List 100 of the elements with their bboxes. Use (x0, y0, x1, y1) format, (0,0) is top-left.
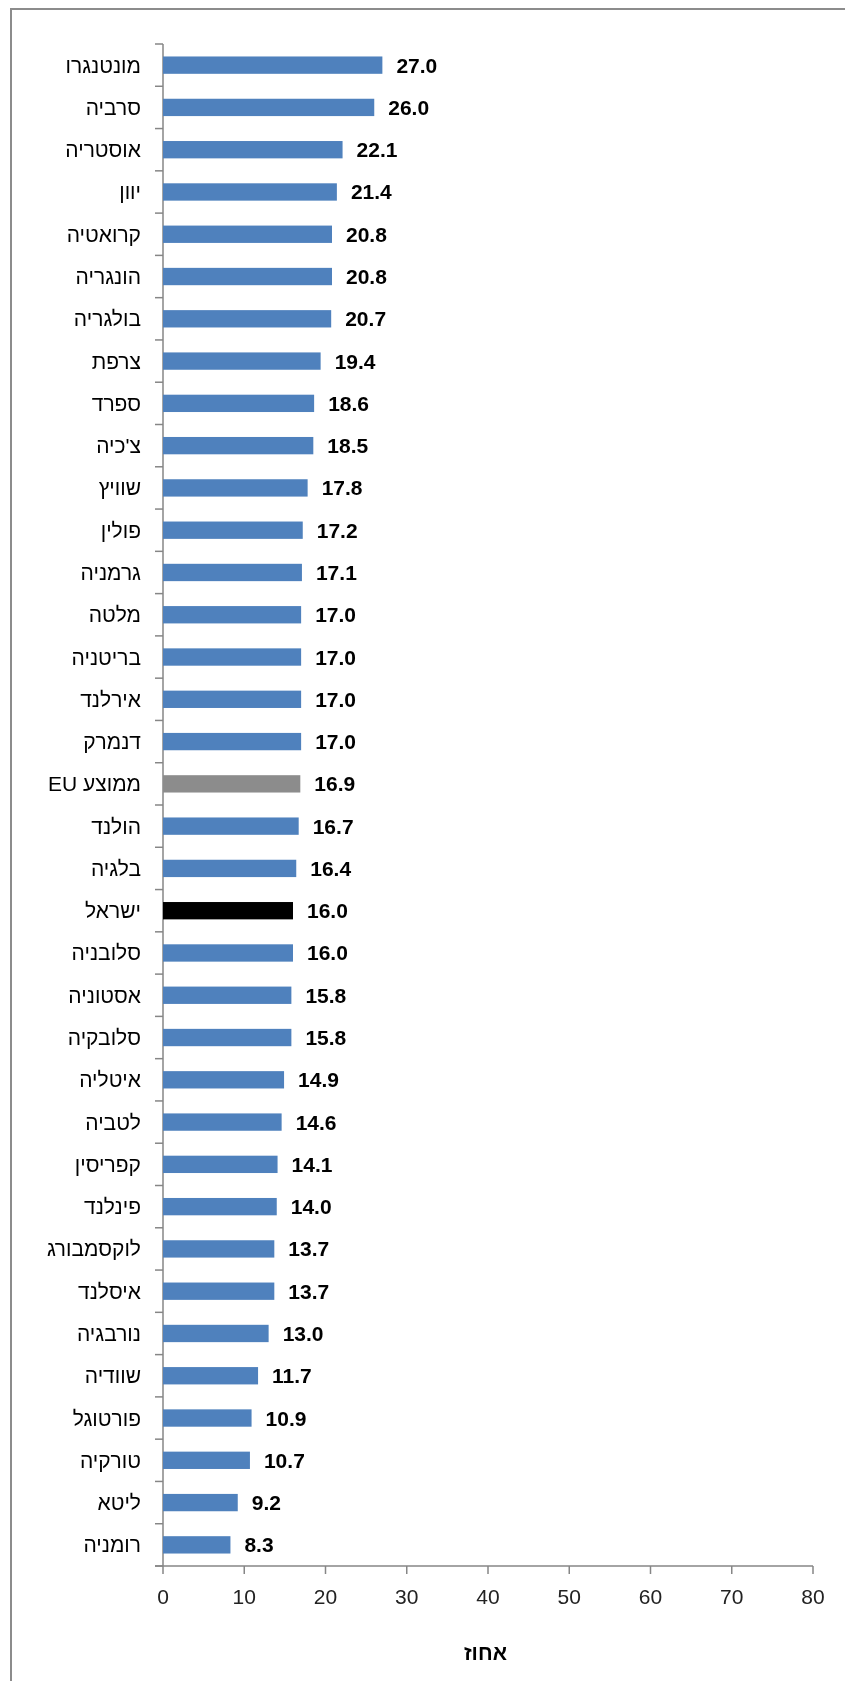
y-tick-label: פינלנד (84, 1195, 141, 1219)
x-tick-label: 60 (638, 1585, 663, 1608)
y-tick-label: בולגריה (73, 307, 141, 331)
data-label: 10.9 (265, 1406, 307, 1430)
bar (163, 141, 343, 159)
y-tick-label: הולנד (91, 814, 141, 838)
y-tick-label: נורבגיה (76, 1321, 141, 1345)
bar (163, 310, 332, 328)
x-tick-label: 20 (313, 1585, 338, 1608)
bar (163, 648, 302, 666)
data-label: 9.2 (251, 1491, 281, 1515)
bar (163, 1155, 278, 1174)
data-label: 17.0 (315, 687, 356, 711)
data-label: 11.7 (272, 1364, 312, 1388)
data-label: 19.4 (334, 349, 376, 373)
data-label: 20.7 (345, 307, 387, 331)
y-tick-label: פולין (100, 518, 141, 542)
data-label: 16.0 (307, 899, 348, 923)
x-tick-label: 30 (395, 1585, 419, 1608)
y-tick-label: ישראל (85, 899, 141, 923)
data-label: 13.0 (282, 1321, 324, 1345)
y-tick-label: סרביה (85, 95, 141, 119)
data-label: 20.8 (346, 265, 388, 289)
data-label: 8.3 (244, 1533, 274, 1557)
data-label: 21.4 (350, 180, 393, 204)
x-tick-label: 70 (720, 1585, 744, 1608)
bar (163, 1536, 231, 1554)
data-label: 14.1 (291, 1152, 333, 1176)
x-tick-label: 40 (476, 1585, 500, 1608)
y-tick-label: יוון (119, 180, 141, 204)
y-tick-label: פורטוגל (72, 1406, 141, 1430)
data-label: 13.7 (288, 1279, 330, 1303)
bar (163, 817, 299, 835)
y-tick-label: ליטא (97, 1491, 141, 1515)
bar (163, 267, 332, 286)
data-label: 14.0 (290, 1195, 332, 1219)
data-label: 17.1 (315, 560, 358, 584)
data-label: 17.0 (315, 645, 356, 669)
bar (163, 563, 302, 582)
bar (163, 1324, 269, 1343)
bar (163, 225, 332, 243)
bar (163, 986, 292, 1004)
y-tick-label: מלטה (88, 603, 141, 627)
bar (163, 902, 293, 920)
y-tick-label: לטביה (85, 1110, 141, 1134)
bar (163, 732, 302, 751)
data-label: 20.8 (346, 222, 388, 246)
bar (163, 521, 303, 539)
y-tick-label: קרואטיה (66, 222, 141, 246)
bar (163, 1028, 292, 1047)
x-tick-label: 50 (557, 1585, 581, 1608)
y-tick-label: בריטניה (71, 645, 141, 669)
data-label: 17.0 (315, 730, 356, 754)
data-label: 16.9 (314, 772, 356, 796)
bar (163, 479, 308, 497)
data-label: 13.7 (288, 1237, 330, 1261)
y-tick-label: דנמרק (83, 730, 142, 754)
data-label: 16.7 (312, 814, 354, 838)
data-label: 16.0 (307, 941, 348, 965)
bar (163, 1451, 250, 1469)
y-tick-label: שוודיה (84, 1364, 141, 1388)
bar (163, 690, 302, 708)
y-tick-label: גרמניה (80, 560, 142, 584)
data-label: 14.9 (298, 1068, 339, 1092)
x-tick-label: 80 (801, 1585, 825, 1608)
bar (163, 56, 383, 74)
data-label: 15.8 (305, 983, 347, 1007)
data-label: 17.8 (321, 476, 363, 500)
y-tick-label: אוסטריה (65, 138, 141, 162)
y-tick-label: ספרד (91, 391, 141, 415)
bar (163, 1409, 252, 1427)
y-tick-label: הונגריה (75, 265, 141, 289)
y-tick-label: סלובקיה (67, 1026, 141, 1050)
y-tick-label: אירלנד (80, 687, 141, 711)
y-tick-label: שוויץ (98, 476, 141, 500)
data-label: 16.4 (310, 856, 352, 880)
y-tick-label: לוקסמבורג (46, 1237, 141, 1261)
bar (163, 1197, 277, 1216)
x-tick-label: 0 (157, 1585, 169, 1608)
data-label: 26.0 (388, 95, 430, 119)
y-tick-label: איטליה (79, 1068, 141, 1092)
bar (163, 606, 302, 624)
y-tick-label: צ'כיה (96, 434, 141, 458)
x-tick-label: 10 (232, 1585, 256, 1608)
y-tick-label: בלגיה (90, 856, 141, 880)
data-label: 10.7 (263, 1448, 305, 1472)
y-tick-label: אסטוניה (68, 983, 141, 1007)
y-tick-label: סלובניה (71, 941, 141, 965)
data-label: 15.8 (305, 1026, 347, 1050)
bar (163, 859, 297, 878)
y-tick-label: טורקיה (79, 1448, 141, 1472)
data-label: 27.0 (396, 53, 438, 77)
data-label: 18.6 (328, 391, 369, 415)
data-label: 17.2 (316, 518, 358, 542)
x-axis-title: אחוז (463, 1640, 507, 1664)
bar (163, 1493, 238, 1512)
y-tick-label: קפריסין (74, 1152, 141, 1176)
bar (163, 1282, 275, 1300)
data-label: 18.5 (327, 434, 369, 458)
y-tick-label: צרפת (91, 349, 141, 373)
